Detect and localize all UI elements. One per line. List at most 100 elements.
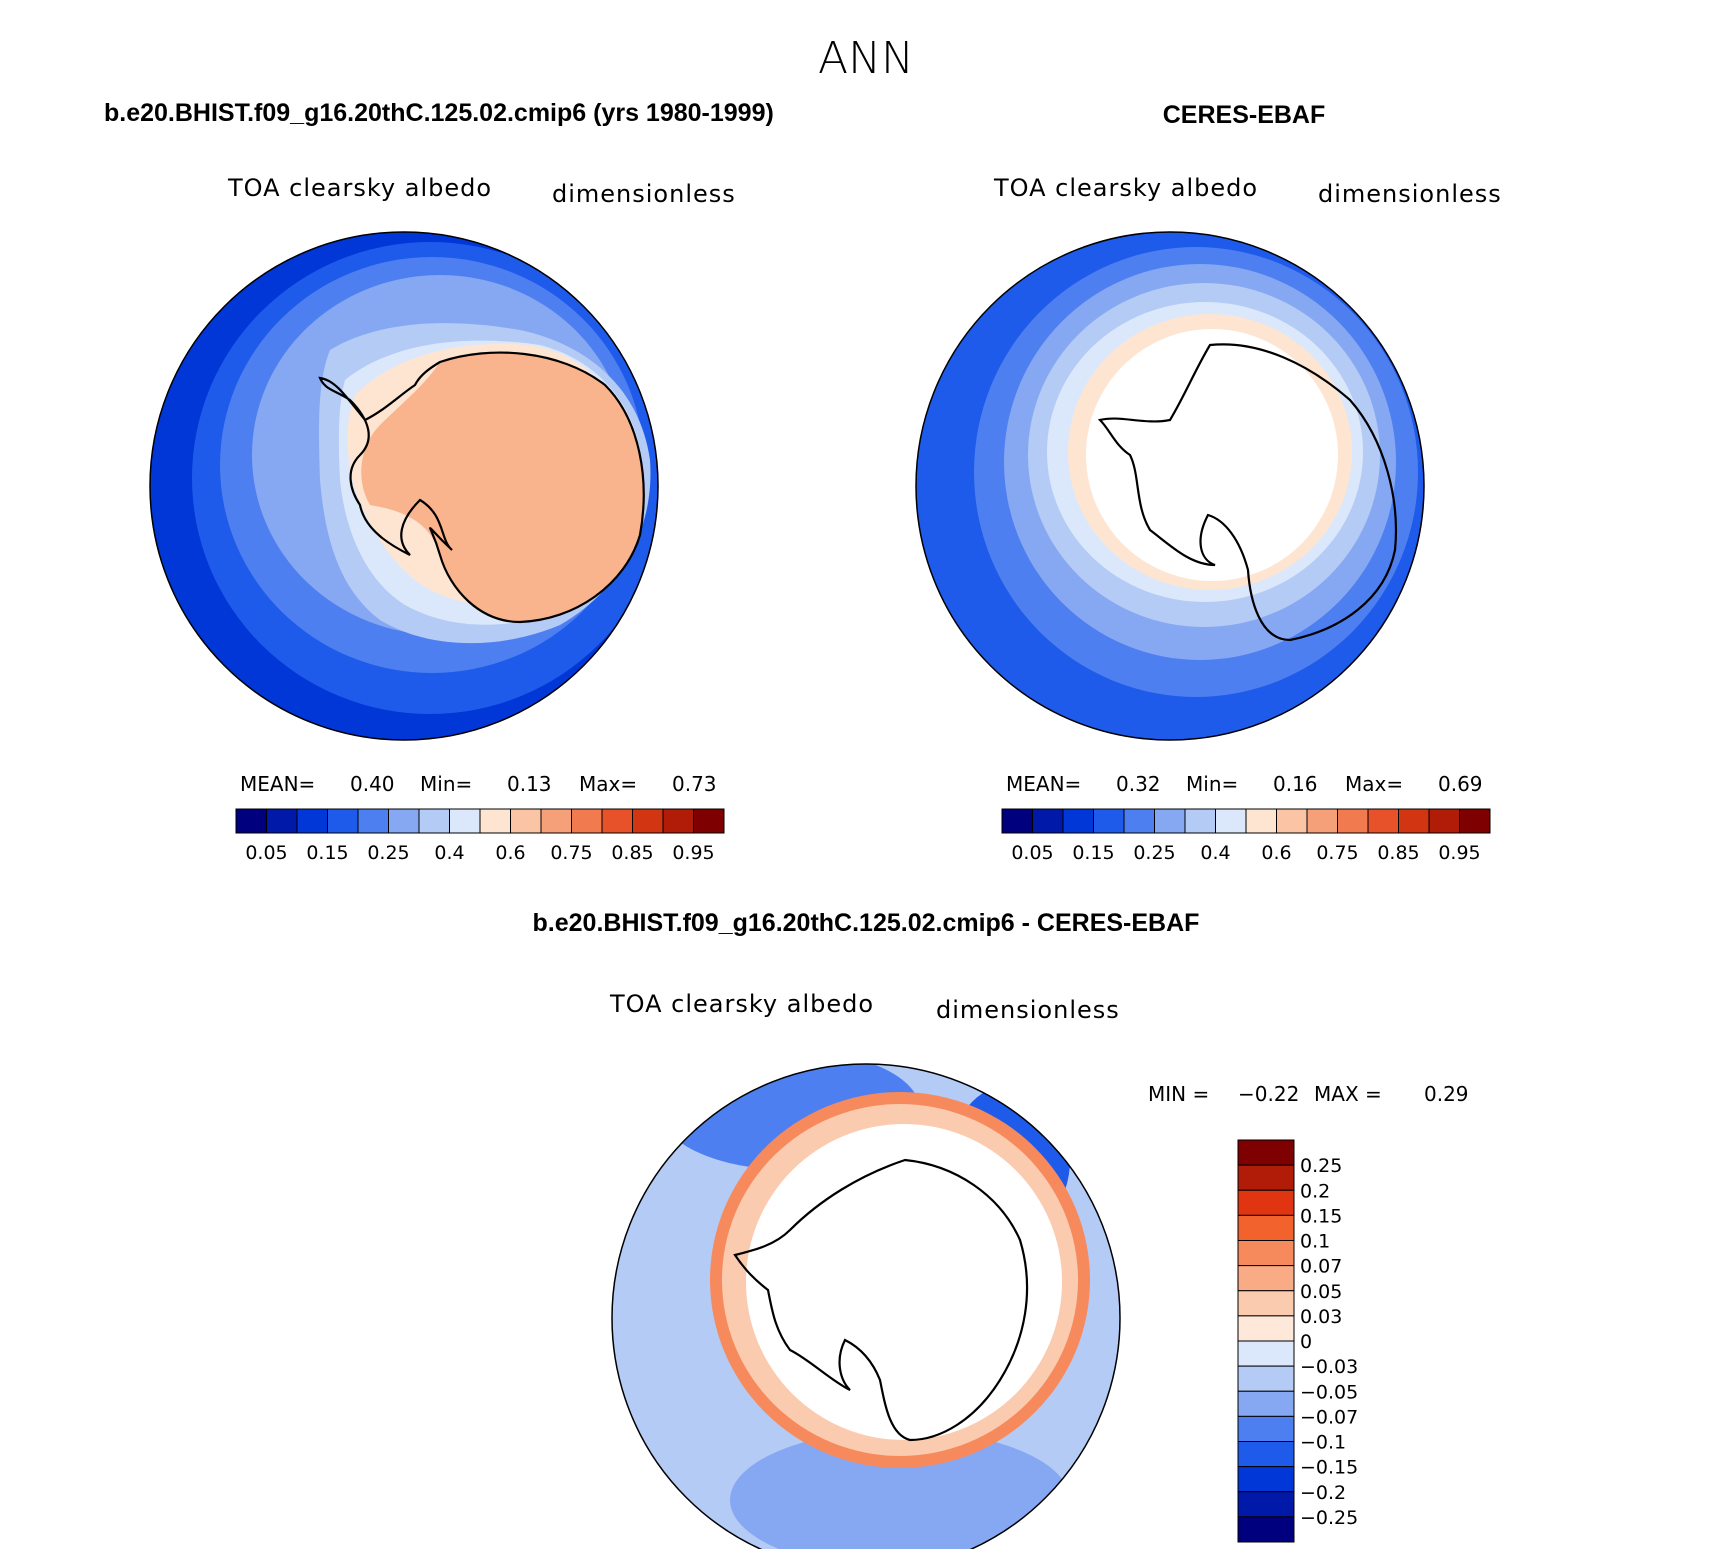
colorbar-swatch bbox=[1062, 808, 1094, 834]
panel-diff-units: dimensionless bbox=[936, 996, 1120, 1024]
diff-max-value: 0.29 bbox=[1424, 1082, 1469, 1106]
obs-map-border bbox=[915, 231, 1425, 741]
colorbar-swatch bbox=[1459, 808, 1491, 834]
diff-colorbar-ticks: 0.25 0.2 0.15 0.1 0.07 0.05 0.03 0 −0.03 −0.05 −0.… bbox=[1300, 1155, 1358, 1529]
colorbar-swatch bbox=[1237, 1466, 1295, 1493]
colorbar-swatch bbox=[693, 808, 725, 834]
colorbar-swatch bbox=[1276, 808, 1308, 834]
model-mean-value: 0.40 bbox=[350, 772, 395, 796]
diff-colorbar bbox=[1237, 1139, 1295, 1543]
obs-coastline bbox=[1097, 343, 1397, 642]
diff-map-border bbox=[611, 1063, 1121, 1549]
panel-diff-variable: TOA clearsky albedo bbox=[609, 990, 874, 1018]
obs-max-label: Max= bbox=[1345, 772, 1403, 796]
obs-mean-value: 0.32 bbox=[1116, 772, 1161, 796]
model-colorbar-ticks: 0.05 0.15 0.25 0.4 0.6 0.75 0.85 0.95 bbox=[245, 842, 714, 864]
colorbar-tick-label: 0.15 bbox=[1300, 1205, 1342, 1227]
colorbar-swatch bbox=[1237, 1441, 1295, 1468]
obs-mean-label: MEAN= bbox=[1006, 772, 1081, 796]
colorbar-swatch bbox=[1237, 1139, 1295, 1166]
panel-obs-map bbox=[916, 232, 1424, 740]
model-colorbar bbox=[235, 808, 725, 834]
colorbar-swatch bbox=[1154, 808, 1186, 834]
panel-obs: CERES-EBAF TOA clearsky albedo dimension… bbox=[915, 101, 1502, 864]
colorbar-swatch bbox=[662, 808, 694, 834]
panel-obs-units: dimensionless bbox=[1318, 180, 1502, 208]
panel-model-units: dimensionless bbox=[552, 180, 736, 208]
colorbar-swatch bbox=[571, 808, 603, 834]
colorbar-swatch bbox=[1237, 1365, 1295, 1392]
colorbar-swatch bbox=[1237, 1240, 1295, 1267]
obs-field-missing bbox=[1086, 329, 1338, 581]
colorbar-tick-label: 0.05 bbox=[1300, 1281, 1342, 1303]
colorbar-swatch bbox=[1237, 1290, 1295, 1317]
diff-field-negative-south bbox=[730, 1430, 1070, 1549]
colorbar-swatch bbox=[1237, 1415, 1295, 1442]
colorbar-tick-label: 0.6 bbox=[1261, 842, 1291, 864]
colorbar-swatch bbox=[479, 808, 511, 834]
colorbar-tick-label: 0.15 bbox=[306, 842, 348, 864]
colorbar-swatch bbox=[357, 808, 389, 834]
diff-coastline bbox=[733, 1158, 1029, 1442]
colorbar-tick-label: 0.03 bbox=[1300, 1306, 1342, 1328]
colorbar-tick-label: −0.2 bbox=[1300, 1482, 1346, 1504]
colorbar-swatch bbox=[1215, 808, 1247, 834]
colorbar-swatch bbox=[1123, 808, 1155, 834]
model-coastline bbox=[318, 351, 645, 624]
obs-colorbar-ticks: 0.05 0.15 0.25 0.4 0.6 0.75 0.85 0.95 bbox=[1011, 842, 1480, 864]
obs-max-value: 0.69 bbox=[1438, 772, 1483, 796]
obs-min-value: 0.16 bbox=[1273, 772, 1318, 796]
diff-min-value: −0.22 bbox=[1238, 1082, 1299, 1106]
colorbar-swatch bbox=[327, 808, 359, 834]
model-map-border bbox=[149, 231, 659, 741]
figure-title: ANN bbox=[818, 33, 914, 84]
model-mean-label: MEAN= bbox=[240, 772, 315, 796]
colorbar-tick-label: 0.15 bbox=[1072, 842, 1114, 864]
colorbar-swatch bbox=[235, 808, 267, 834]
colorbar-swatch bbox=[1184, 808, 1216, 834]
colorbar-tick-label: 0.25 bbox=[367, 842, 409, 864]
model-min-label: Min= bbox=[420, 772, 472, 796]
panel-diff-map bbox=[612, 1064, 1120, 1549]
panel-model-title: b.e20.BHIST.f09_g16.20thC.125.02.cmip6 (… bbox=[104, 99, 774, 127]
panel-diff-title: b.e20.BHIST.f09_g16.20thC.125.02.cmip6 -… bbox=[533, 909, 1200, 937]
colorbar-swatch bbox=[1237, 1265, 1295, 1292]
diff-min-label: MIN = bbox=[1148, 1082, 1209, 1106]
colorbar-swatch bbox=[1237, 1214, 1295, 1241]
colorbar-swatch bbox=[1237, 1315, 1295, 1342]
colorbar-swatch bbox=[1337, 808, 1369, 834]
colorbar-tick-label: 0.6 bbox=[495, 842, 525, 864]
colorbar-tick-label: 0.4 bbox=[434, 842, 464, 864]
model-field-continent bbox=[361, 352, 644, 622]
colorbar-swatch bbox=[388, 808, 420, 834]
colorbar-swatch bbox=[1237, 1340, 1295, 1367]
colorbar-swatch bbox=[510, 808, 542, 834]
panel-obs-variable: TOA clearsky albedo bbox=[993, 174, 1258, 202]
colorbar-tick-label: 0.85 bbox=[611, 842, 653, 864]
colorbar-tick-label: 0.05 bbox=[245, 842, 287, 864]
colorbar-tick-label: 0.95 bbox=[672, 842, 714, 864]
colorbar-swatch bbox=[1001, 808, 1033, 834]
colorbar-tick-label: −0.1 bbox=[1300, 1432, 1346, 1454]
colorbar-swatch bbox=[632, 808, 664, 834]
colorbar-tick-label: 0.2 bbox=[1300, 1180, 1330, 1202]
colorbar-swatch bbox=[1245, 808, 1277, 834]
model-max-value: 0.73 bbox=[672, 772, 717, 796]
colorbar-tick-label: 0.75 bbox=[550, 842, 592, 864]
colorbar-swatch bbox=[1237, 1516, 1295, 1543]
panel-model-variable: TOA clearsky albedo bbox=[227, 174, 492, 202]
colorbar-tick-label: 0.25 bbox=[1133, 842, 1175, 864]
colorbar-swatch bbox=[540, 808, 572, 834]
colorbar-tick-label: 0.25 bbox=[1300, 1155, 1342, 1177]
model-min-value: 0.13 bbox=[507, 772, 552, 796]
colorbar-swatch bbox=[418, 808, 450, 834]
colorbar-swatch bbox=[296, 808, 328, 834]
colorbar-tick-label: 0.4 bbox=[1200, 842, 1230, 864]
model-max-label: Max= bbox=[579, 772, 637, 796]
obs-colorbar bbox=[1001, 808, 1491, 834]
obs-min-label: Min= bbox=[1186, 772, 1238, 796]
colorbar-swatch bbox=[1237, 1164, 1295, 1191]
colorbar-swatch bbox=[1367, 808, 1399, 834]
colorbar-tick-label: 0.1 bbox=[1300, 1231, 1330, 1253]
